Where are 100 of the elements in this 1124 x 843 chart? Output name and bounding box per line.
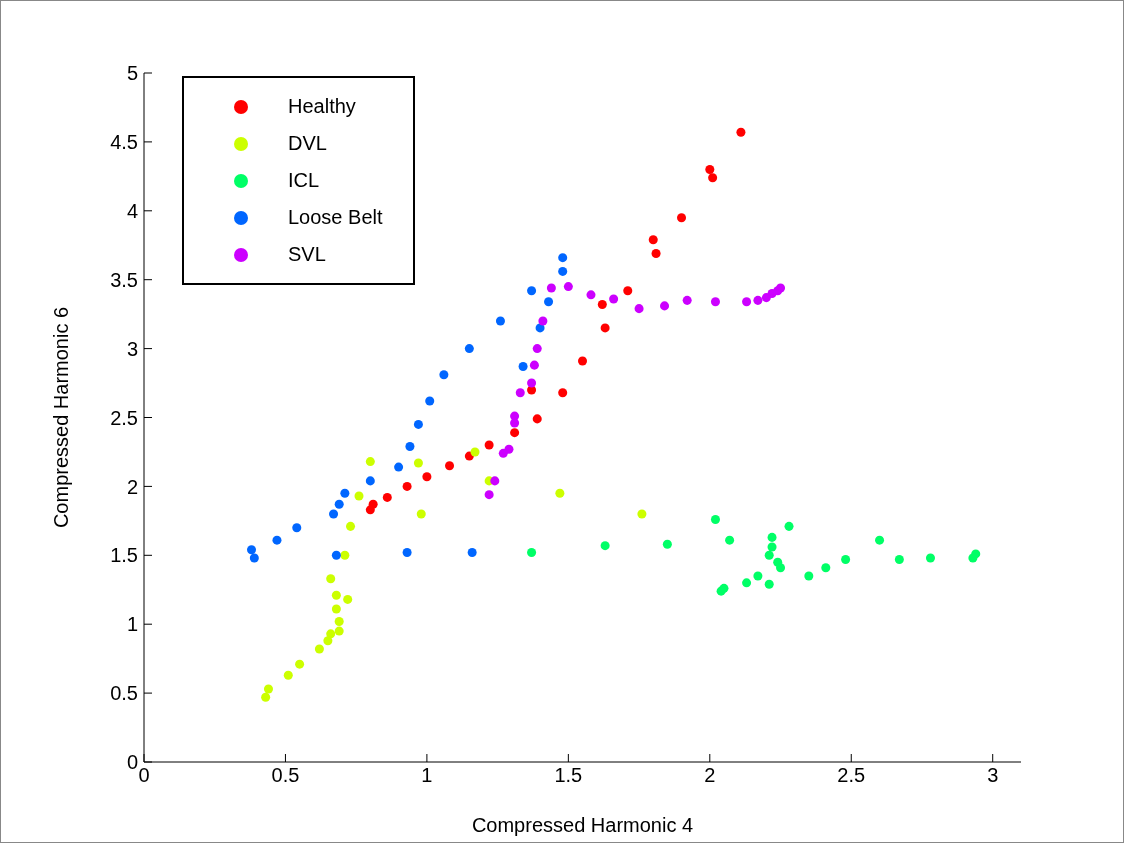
point <box>925 553 935 563</box>
point <box>767 532 777 542</box>
point <box>484 440 494 450</box>
point <box>527 548 537 558</box>
point <box>662 539 672 549</box>
point <box>283 670 293 680</box>
point <box>555 488 565 498</box>
y-tick-label: 0.5 <box>110 682 138 705</box>
point <box>529 360 539 370</box>
point <box>495 316 505 326</box>
point <box>784 521 794 531</box>
point <box>467 548 477 558</box>
point <box>246 545 257 555</box>
point <box>510 411 520 421</box>
point <box>405 441 415 451</box>
x-tick-label: 1.5 <box>554 764 583 787</box>
point <box>249 553 259 563</box>
point <box>577 356 588 366</box>
point <box>272 535 282 545</box>
x-axis-title: Compressed Harmonic 4 <box>471 814 694 836</box>
legend-label: Loose Belt <box>288 206 383 229</box>
point <box>368 499 378 509</box>
y-tick-label: 4.5 <box>110 131 138 153</box>
legend-label: DVL <box>288 132 327 155</box>
point <box>263 684 273 694</box>
point <box>776 563 786 573</box>
point <box>634 304 644 314</box>
point <box>331 550 341 560</box>
point <box>710 514 720 524</box>
x-tick-label: 2 <box>704 764 716 787</box>
point <box>413 458 423 468</box>
legend-label: SVL <box>288 243 326 266</box>
point <box>753 571 763 581</box>
y-tick-label: 3 <box>126 337 138 360</box>
x-tick-label: 0.5 <box>271 764 300 787</box>
point <box>365 476 375 486</box>
point <box>710 297 720 307</box>
point <box>439 370 449 380</box>
point <box>527 286 537 296</box>
legend-label: ICL <box>288 169 320 192</box>
point <box>677 213 687 223</box>
point <box>532 414 542 424</box>
point <box>484 490 494 500</box>
point <box>764 550 774 560</box>
point <box>470 447 480 457</box>
point <box>563 282 573 292</box>
point <box>518 362 528 372</box>
point <box>742 578 752 588</box>
point <box>558 253 568 263</box>
point <box>343 594 353 604</box>
point <box>422 472 432 482</box>
y-tick-label: 1 <box>126 613 138 636</box>
point <box>340 550 350 560</box>
point <box>527 378 537 388</box>
point <box>705 164 715 174</box>
legend-label: Healthy <box>288 95 356 118</box>
y-tick-label: 2 <box>126 475 138 498</box>
y-tick-label: 3.5 <box>110 268 138 291</box>
point <box>648 235 658 245</box>
point <box>510 428 520 438</box>
point <box>326 629 336 639</box>
point <box>413 419 423 429</box>
point <box>821 563 831 573</box>
point <box>331 590 341 600</box>
y-tick-label: 2.5 <box>110 406 138 429</box>
point <box>894 554 904 564</box>
y-tick-label: 4 <box>126 199 138 222</box>
y-tick-label: 1.5 <box>110 544 138 567</box>
point <box>600 541 610 551</box>
x-tick-label: 3 <box>987 764 999 787</box>
point <box>402 548 412 558</box>
point <box>971 549 981 559</box>
point <box>445 461 455 471</box>
point <box>425 396 435 406</box>
point <box>753 295 763 305</box>
point <box>742 297 752 307</box>
point <box>340 488 350 498</box>
point <box>382 492 392 502</box>
x-tick-label: 1 <box>421 764 433 787</box>
point <box>597 300 607 310</box>
point <box>682 295 692 305</box>
point <box>354 491 364 501</box>
point <box>329 509 339 519</box>
point <box>334 626 344 636</box>
y-axis-title: Compressed Harmonic 6 <box>50 306 73 529</box>
x-tick-label: 2.5 <box>837 764 866 787</box>
point <box>292 523 302 533</box>
point <box>875 535 885 545</box>
point <box>334 616 344 626</box>
point <box>464 344 474 354</box>
point <box>365 457 375 467</box>
point <box>546 283 556 293</box>
point <box>314 644 324 654</box>
point <box>767 542 777 552</box>
point <box>416 509 426 519</box>
point <box>515 388 525 398</box>
point <box>331 604 341 614</box>
point <box>558 266 568 276</box>
point <box>558 388 568 398</box>
point <box>637 509 647 519</box>
